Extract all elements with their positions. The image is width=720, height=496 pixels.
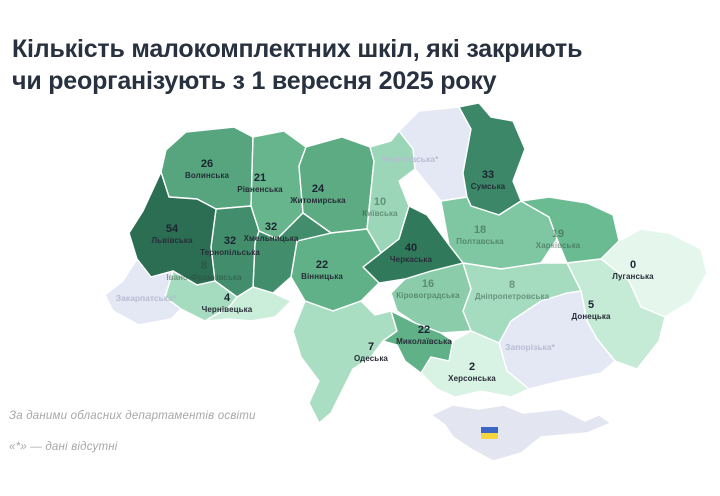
region-label: Чернівецька (202, 305, 253, 314)
region-label: 26 (201, 158, 213, 170)
region-cherkasy[interactable] (362, 205, 464, 284)
region-label: 22 (316, 259, 328, 271)
region-label: Донецька (571, 312, 611, 321)
region-label: Івано-Франківська (166, 273, 242, 282)
region-label: Запорізька* (505, 342, 555, 352)
region-label: Рівненська (237, 185, 283, 194)
region-label: 19 (552, 228, 564, 240)
region-label: Вінницька (301, 272, 343, 281)
region-label: Житомирська (289, 196, 346, 205)
page-title: Кількість малокомплектних шкіл, які закр… (12, 33, 702, 98)
region-label: Кіровоградська (396, 291, 460, 300)
region-label: Волинська (185, 171, 229, 180)
region-label: Тернопільська (200, 248, 260, 257)
region-label: 8 (509, 279, 515, 291)
region-label: Сумська (471, 182, 506, 191)
region-label: Дніпропетровська (475, 292, 550, 301)
region-label: 21 (254, 172, 266, 184)
region-label: 0 (630, 259, 636, 271)
region-odesa[interactable] (292, 300, 398, 424)
region-label: 24 (312, 183, 325, 195)
region-label: 32 (224, 235, 236, 247)
no-data-note: «*» — дані відсутні (9, 441, 118, 453)
ukraine-flag-bottom (481, 433, 498, 439)
region-label: 40 (405, 242, 417, 254)
region-label: Київська (362, 209, 398, 218)
ukraine-flag-icon (481, 427, 498, 439)
region-label: Миколаївська (396, 337, 452, 346)
region-kyiv[interactable] (366, 130, 416, 254)
region-chernivtsi[interactable] (204, 286, 292, 322)
region-label: 18 (474, 224, 486, 236)
region-label: Хмельницька (244, 234, 299, 243)
region-kherson[interactable] (420, 330, 530, 398)
source-note: За даними обласних департаментів освіти (9, 410, 256, 422)
title-line-2: чи реорганізують з 1 вересня 2025 року (12, 67, 497, 96)
region-label: Львівська (151, 236, 193, 245)
region-label: 33 (482, 169, 494, 181)
region-label: Одеська (354, 354, 388, 363)
region-label: 4 (224, 292, 231, 304)
region-label: Харківська (536, 241, 581, 250)
region-label: 5 (588, 299, 594, 311)
region-label: Полтавська (456, 237, 504, 246)
region-label: Луганська (612, 272, 654, 281)
region-crimea[interactable] (430, 404, 612, 462)
region-label: 32 (265, 221, 277, 233)
region-label: 10 (374, 196, 386, 208)
ukraine-flag-top (481, 427, 498, 433)
region-label: Херсонська (448, 374, 496, 383)
region-label: 16 (422, 278, 434, 290)
title-line-1: Кількість малокомплектних шкіл, які закр… (12, 34, 583, 63)
region-label: 22 (418, 324, 430, 336)
region-poltava[interactable] (440, 196, 558, 270)
region-label: Закарпатська* (116, 293, 177, 303)
region-label: Черкаська (390, 255, 433, 264)
region-label: Чернігівська* (382, 154, 439, 164)
region-label: 7 (368, 341, 374, 353)
region-label: 54 (166, 223, 179, 235)
region-label: 8 (201, 260, 207, 272)
region-label: 2 (469, 361, 475, 373)
region-sumy[interactable] (458, 102, 526, 216)
region-zakarpattia[interactable] (104, 258, 182, 326)
